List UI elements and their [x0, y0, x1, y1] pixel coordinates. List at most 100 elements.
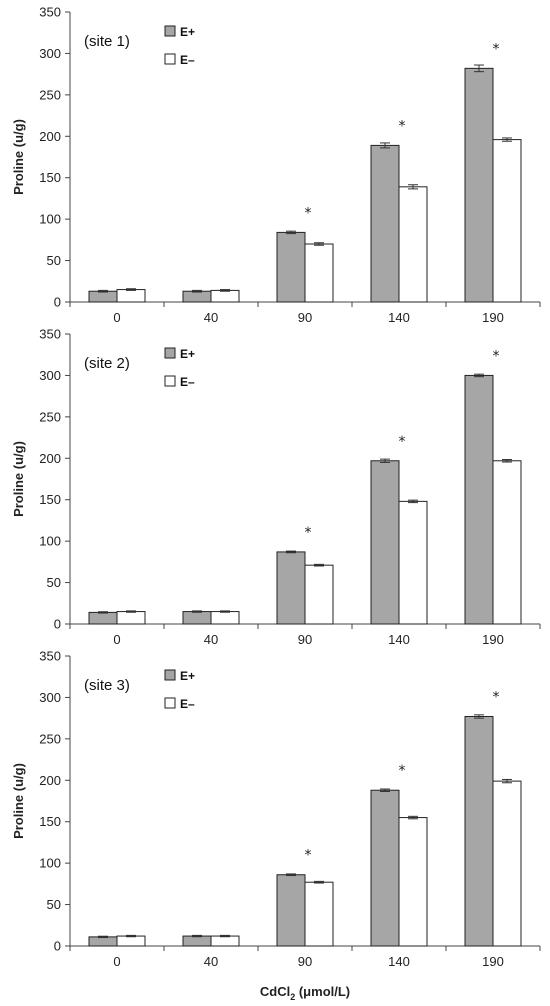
significance-star: * — [493, 41, 500, 57]
y-tick-label: 300 — [39, 368, 61, 383]
significance-star: * — [305, 848, 312, 864]
x-tick-label: 90 — [298, 310, 312, 325]
y-tick-label: 200 — [39, 451, 61, 466]
bar-e-minus — [492, 460, 522, 625]
legend-label: E– — [180, 697, 195, 711]
x-tick-label: 190 — [482, 632, 504, 647]
y-tick-label: 200 — [39, 129, 61, 144]
bar-e-minus — [304, 881, 334, 947]
x-tick-label: 90 — [298, 954, 312, 969]
x-tick-label: 40 — [204, 310, 218, 325]
bar-e-minus — [116, 935, 146, 947]
y-axis-title: Proline (u/g) — [11, 441, 26, 517]
bar-e-plus — [464, 374, 494, 625]
y-tick-label: 150 — [39, 492, 61, 507]
x-tick-label: 0 — [113, 632, 120, 647]
bar-e-plus — [370, 460, 400, 625]
significance-star: * — [305, 525, 312, 541]
bar-e-minus — [398, 500, 428, 625]
y-tick-label: 350 — [39, 649, 61, 664]
y-tick-label: 0 — [54, 617, 61, 632]
bar-e-minus — [492, 780, 522, 947]
significance-star: * — [493, 348, 500, 364]
significance-star: * — [399, 763, 406, 779]
bar-e-minus — [210, 289, 240, 303]
bar-e-plus — [276, 231, 306, 303]
legend-label: E+ — [180, 669, 195, 683]
y-tick-label: 100 — [39, 856, 61, 871]
y-tick-label: 0 — [54, 295, 61, 310]
bar-e-plus — [370, 789, 400, 947]
chart-panel-2: 0 50 100 150 200 250 300 350 Proline (u/g) * * * 0 40… — [11, 327, 541, 647]
x-tick-label: 40 — [204, 632, 218, 647]
legend-label: E+ — [180, 347, 195, 361]
y-axis-title: Proline (u/g) — [11, 119, 26, 195]
legend-label: E– — [180, 375, 195, 389]
panel-label: (site 3) — [84, 677, 130, 694]
legend-swatch — [164, 25, 176, 37]
legend-swatch — [164, 347, 176, 359]
x-tick-label: 190 — [482, 310, 504, 325]
x-tick-label: 40 — [204, 954, 218, 969]
significance-star: * — [399, 434, 406, 450]
legend-swatch — [164, 375, 176, 387]
significance-star: * — [305, 205, 312, 221]
bar-e-plus — [464, 715, 494, 947]
chart-panel-1: 0 50 100 150 200 250 300 350 Proline (u/g) * * * 0 40… — [11, 5, 541, 325]
bar-e-plus — [464, 67, 494, 303]
y-tick-label: 150 — [39, 170, 61, 185]
x-axis-title-subscript: 2 — [290, 992, 295, 1002]
y-tick-label: 300 — [39, 690, 61, 705]
significance-star: * — [399, 118, 406, 134]
chart-panel-3: 0 50 100 150 200 250 300 350 Proline (u/g) * * * 0 40… — [11, 649, 541, 969]
y-tick-label: 50 — [47, 897, 61, 912]
chart-panels: 0 50 100 150 200 250 300 350 Proline (u/g) * * * 0 40… — [11, 5, 541, 969]
y-tick-label: 50 — [47, 253, 61, 268]
y-axis-title: Proline (u/g) — [11, 763, 26, 839]
y-tick-label: 250 — [39, 409, 61, 424]
x-tick-label: 0 — [113, 954, 120, 969]
bar-e-minus — [304, 564, 334, 625]
bar-e-minus — [398, 186, 428, 303]
bar-e-plus — [182, 935, 212, 947]
y-tick-label: 350 — [39, 327, 61, 342]
y-tick-label: 0 — [54, 939, 61, 954]
bar-e-minus — [492, 139, 522, 303]
bar-e-plus — [276, 874, 306, 947]
y-tick-label: 250 — [39, 731, 61, 746]
panel-label: (site 2) — [84, 355, 130, 372]
bar-e-minus — [304, 243, 334, 303]
bar-e-plus — [88, 290, 118, 303]
bar-e-plus — [370, 144, 400, 303]
legend-label: E– — [180, 53, 195, 67]
significance-star: * — [493, 689, 500, 705]
x-axis-title-main: CdCl — [260, 984, 290, 999]
x-tick-label: 140 — [388, 632, 410, 647]
bar-e-plus — [88, 936, 118, 947]
x-axis-title-unit: (μmol/L) — [295, 984, 350, 999]
legend-swatch — [164, 697, 176, 709]
bar-e-plus — [182, 611, 212, 625]
x-tick-label: 0 — [113, 310, 120, 325]
bar-e-minus — [398, 817, 428, 947]
bar-e-plus — [182, 290, 212, 303]
bar-e-plus — [276, 551, 306, 625]
bar-e-minus — [210, 611, 240, 625]
y-tick-label: 150 — [39, 814, 61, 829]
bar-e-minus — [116, 289, 146, 303]
panel-label: (site 1) — [84, 33, 130, 50]
x-tick-label: 190 — [482, 954, 504, 969]
bar-e-minus — [210, 935, 240, 947]
y-tick-label: 350 — [39, 5, 61, 20]
y-tick-label: 100 — [39, 534, 61, 549]
x-axis-title: CdCl2 (μmol/L) — [260, 984, 350, 1002]
legend-swatch — [164, 669, 176, 681]
bar-e-plus — [88, 611, 118, 625]
y-tick-label: 250 — [39, 87, 61, 102]
legend-swatch — [164, 53, 176, 65]
y-tick-label: 100 — [39, 212, 61, 227]
x-tick-label: 140 — [388, 954, 410, 969]
y-tick-label: 50 — [47, 575, 61, 590]
x-tick-label: 90 — [298, 632, 312, 647]
